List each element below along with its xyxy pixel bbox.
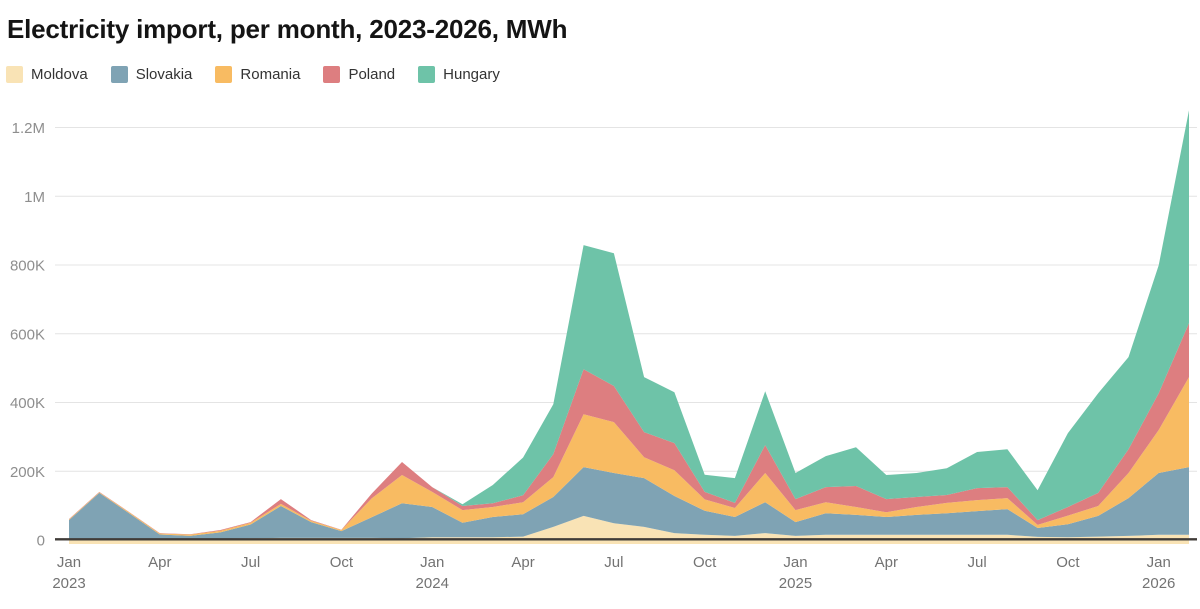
area-slovakia	[69, 467, 1189, 540]
x-axis-label: Jul	[604, 554, 623, 571]
area-poland	[69, 323, 1189, 535]
legend-swatch-hungary	[418, 66, 436, 83]
x-axis-label: Apr	[148, 554, 171, 571]
legend-swatch-moldova	[6, 66, 23, 83]
legend-label: Romania	[240, 66, 301, 83]
x-axis-year-label: 2026	[1142, 575, 1175, 592]
x-axis-label: Oct	[693, 554, 717, 571]
x-axis-year-label: 2023	[52, 575, 85, 592]
legend-item-poland: Poland	[323, 66, 395, 83]
x-axis-label: Jul	[241, 554, 260, 571]
legend-swatch-romania	[215, 66, 233, 83]
area-moldova	[69, 515, 1189, 544]
y-axis-label: 200K	[10, 464, 45, 481]
area-hungary	[69, 110, 1189, 535]
legend-label: Poland	[348, 66, 396, 83]
legend-item-slovakia: Slovakia	[110, 66, 193, 83]
y-axis-label: 400K	[10, 395, 45, 412]
chart-title: Electricity import, per month, 2023-2026…	[7, 14, 568, 44]
legend-swatch-poland	[323, 66, 341, 83]
legend-label: Hungary	[443, 66, 500, 83]
y-axis-label: 600K	[10, 326, 45, 343]
area-romania	[69, 377, 1189, 536]
x-axis-label: Jan	[420, 554, 444, 571]
y-axis-label: 1M	[24, 189, 45, 206]
legend-swatch-slovakia	[110, 66, 128, 83]
legend-item-romania: Romania	[215, 66, 300, 83]
x-axis-label: Jan	[57, 554, 81, 571]
y-axis-label: 1.2M	[12, 120, 45, 137]
x-axis-label: Oct	[1056, 554, 1080, 571]
legend-label: Moldova	[31, 66, 88, 83]
x-axis-label: Oct	[330, 554, 354, 571]
x-axis-label: Apr	[875, 554, 898, 571]
legend-label: Slovakia	[135, 66, 193, 83]
x-axis-label: Jan	[1147, 554, 1171, 571]
x-axis-year-label: 2024	[416, 575, 449, 592]
legend: Moldova Slovakia Romania Poland Hungary	[6, 66, 500, 83]
legend-item-hungary: Hungary	[418, 66, 500, 83]
x-axis-label: Jan	[783, 554, 807, 571]
x-axis-year-label: 2025	[779, 575, 812, 592]
legend-item-moldova: Moldova	[6, 66, 88, 83]
y-axis-label: 800K	[10, 258, 45, 275]
y-axis-label: 0	[37, 533, 45, 550]
x-axis-label: Apr	[511, 554, 534, 571]
x-axis-label: Jul	[968, 554, 987, 571]
